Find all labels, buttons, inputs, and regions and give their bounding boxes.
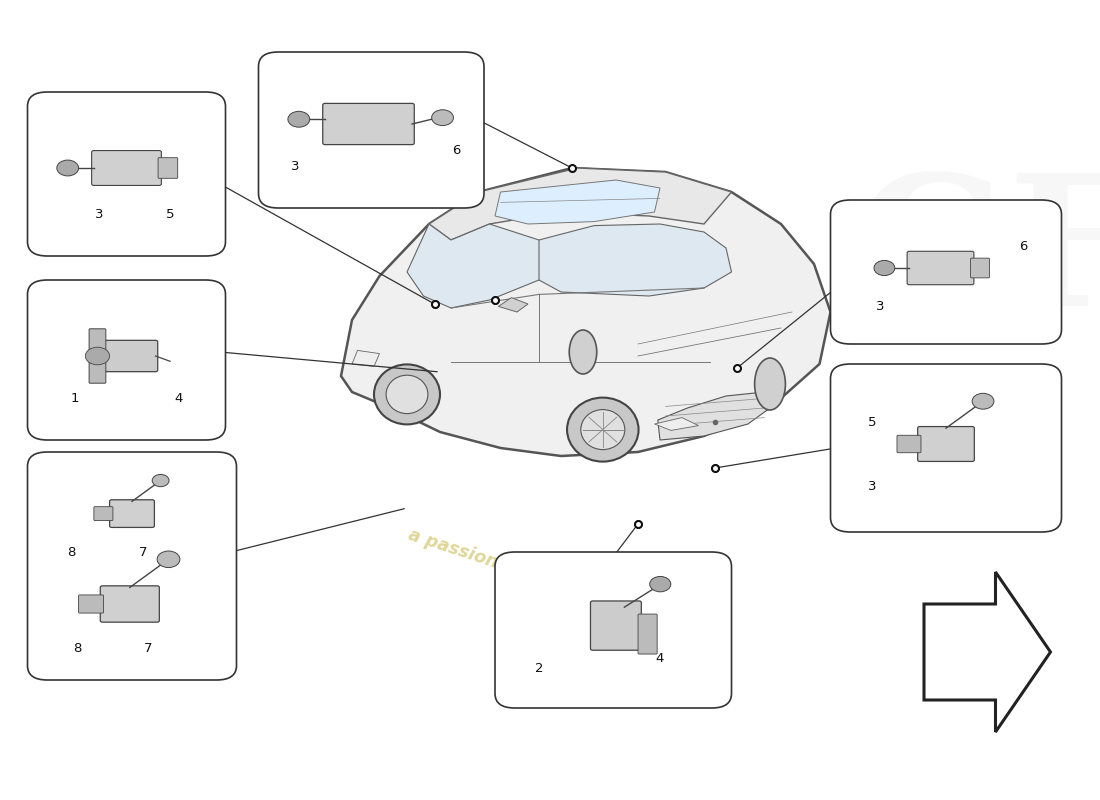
FancyBboxPatch shape — [591, 601, 641, 650]
Text: 6: 6 — [452, 144, 461, 157]
Text: 5: 5 — [868, 416, 877, 429]
Ellipse shape — [386, 375, 428, 414]
Polygon shape — [495, 180, 660, 224]
Circle shape — [152, 474, 169, 486]
FancyBboxPatch shape — [638, 614, 657, 654]
Circle shape — [972, 394, 994, 409]
Ellipse shape — [755, 358, 785, 410]
Ellipse shape — [568, 398, 639, 462]
FancyBboxPatch shape — [495, 552, 732, 708]
Circle shape — [431, 110, 453, 126]
Ellipse shape — [374, 364, 440, 424]
FancyBboxPatch shape — [78, 595, 103, 613]
Circle shape — [650, 577, 671, 592]
Polygon shape — [498, 298, 528, 312]
Polygon shape — [341, 168, 830, 456]
Polygon shape — [924, 572, 1050, 732]
FancyBboxPatch shape — [970, 258, 989, 278]
FancyBboxPatch shape — [158, 158, 178, 178]
FancyBboxPatch shape — [28, 452, 236, 680]
Text: GF: GF — [855, 168, 1100, 344]
Circle shape — [288, 111, 310, 127]
Text: 3: 3 — [868, 480, 877, 493]
FancyBboxPatch shape — [28, 280, 226, 440]
FancyBboxPatch shape — [917, 426, 975, 462]
FancyBboxPatch shape — [100, 340, 157, 372]
Ellipse shape — [570, 330, 596, 374]
Text: 1: 1 — [70, 392, 79, 405]
Text: 6: 6 — [1019, 240, 1027, 253]
FancyBboxPatch shape — [28, 92, 226, 256]
Text: 5: 5 — [166, 208, 175, 221]
Text: 4: 4 — [174, 392, 183, 405]
Text: 7: 7 — [144, 642, 153, 654]
Text: 8: 8 — [73, 642, 81, 654]
FancyBboxPatch shape — [830, 200, 1062, 344]
FancyBboxPatch shape — [908, 251, 974, 285]
FancyBboxPatch shape — [258, 52, 484, 208]
Text: 3: 3 — [95, 208, 103, 221]
FancyBboxPatch shape — [100, 586, 160, 622]
Polygon shape — [522, 224, 732, 296]
Ellipse shape — [581, 410, 625, 450]
FancyBboxPatch shape — [89, 329, 106, 383]
Text: a passion for parts since 1985: a passion for parts since 1985 — [407, 526, 693, 634]
Circle shape — [157, 551, 180, 567]
Text: 4: 4 — [656, 652, 664, 665]
FancyBboxPatch shape — [91, 150, 162, 186]
Text: 8: 8 — [67, 546, 76, 558]
Polygon shape — [429, 168, 732, 240]
Polygon shape — [654, 418, 698, 430]
FancyBboxPatch shape — [830, 364, 1062, 532]
FancyBboxPatch shape — [322, 103, 415, 145]
Text: 7: 7 — [139, 546, 147, 558]
Polygon shape — [407, 224, 539, 308]
FancyBboxPatch shape — [110, 500, 154, 527]
FancyBboxPatch shape — [94, 506, 113, 521]
Text: 3: 3 — [876, 300, 884, 313]
Polygon shape — [658, 392, 770, 440]
Text: 3: 3 — [290, 160, 299, 173]
Circle shape — [57, 160, 78, 176]
Polygon shape — [352, 350, 379, 366]
Text: 2: 2 — [535, 662, 543, 675]
Circle shape — [874, 261, 894, 275]
FancyBboxPatch shape — [896, 435, 921, 453]
Circle shape — [86, 347, 110, 365]
